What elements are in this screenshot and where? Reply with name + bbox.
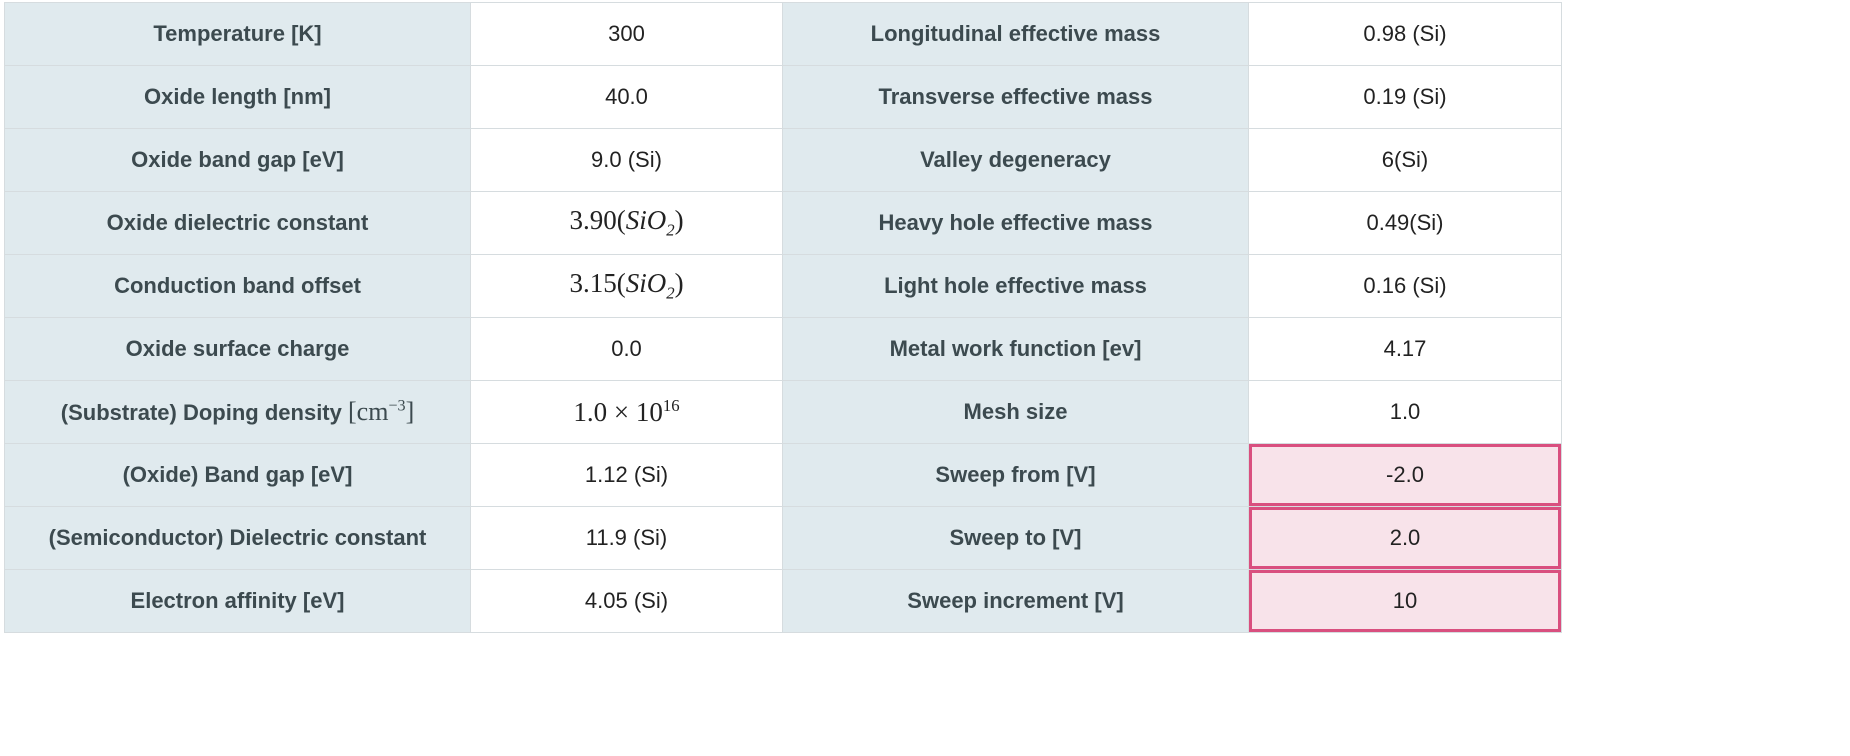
parameter-table: Temperature [K] 300 Longitudinal effecti… bbox=[4, 2, 1562, 633]
light-hole-mass-label: Light hole effective mass bbox=[782, 254, 1249, 318]
conduction-band-offset-material: SiO bbox=[625, 268, 667, 299]
sweep-increment-label: Sweep increment [V] bbox=[782, 569, 1249, 633]
oxide-dielectric-subscript: 2 bbox=[666, 220, 675, 240]
conduction-band-offset-number: 3.15 bbox=[569, 268, 617, 299]
metal-work-function-label: Metal work function [ev] bbox=[782, 317, 1249, 381]
band-gap-value: 1.12 (Si) bbox=[470, 443, 783, 507]
metal-work-function-value: 4.17 bbox=[1248, 317, 1562, 381]
sweep-to-label: Sweep to [V] bbox=[782, 506, 1249, 570]
sweep-from-input[interactable]: -2.0 bbox=[1248, 443, 1562, 507]
table-row: Oxide surface charge 0.0 Metal work func… bbox=[4, 317, 1562, 381]
doping-density-value-exponent: 16 bbox=[662, 396, 680, 415]
oxide-dielectric-close-paren: ) bbox=[674, 205, 684, 236]
oxide-length-label: Oxide length [nm] bbox=[4, 65, 471, 129]
oxide-dielectric-number: 3.90 bbox=[569, 205, 617, 236]
transverse-mass-label: Transverse effective mass bbox=[782, 65, 1249, 129]
oxide-dielectric-label: Oxide dielectric constant bbox=[4, 191, 471, 255]
table-row: Oxide band gap [eV] 9.0 (Si) Valley dege… bbox=[4, 128, 1562, 192]
electron-affinity-label: Electron affinity [eV] bbox=[4, 569, 471, 633]
doping-density-unit-exponent: −3 bbox=[388, 397, 406, 415]
longitudinal-mass-value: 0.98 (Si) bbox=[1248, 2, 1562, 66]
electron-affinity-value: 4.05 (Si) bbox=[470, 569, 783, 633]
doping-density-unit-close: ] bbox=[405, 397, 415, 426]
oxide-length-value: 40.0 bbox=[470, 65, 783, 129]
sweep-from-label: Sweep from [V] bbox=[782, 443, 1249, 507]
light-hole-mass-value: 0.16 (Si) bbox=[1248, 254, 1562, 318]
temperature-label: Temperature [K] bbox=[4, 2, 471, 66]
table-row: Oxide length [nm] 40.0 Transverse effect… bbox=[4, 65, 1562, 129]
table-row: Oxide dielectric constant 3.90(SiO2) Hea… bbox=[4, 191, 1562, 255]
heavy-hole-mass-label: Heavy hole effective mass bbox=[782, 191, 1249, 255]
conduction-band-offset-close-paren: ) bbox=[674, 268, 684, 299]
heavy-hole-mass-value: 0.49(Si) bbox=[1248, 191, 1562, 255]
transverse-mass-value: 0.19 (Si) bbox=[1248, 65, 1562, 129]
valley-degeneracy-label: Valley degeneracy bbox=[782, 128, 1249, 192]
conduction-band-offset-subscript: 2 bbox=[666, 283, 675, 303]
table-row: (Substrate) Doping density [cm−3] 1.0 × … bbox=[4, 380, 1562, 444]
table-row: (Oxide) Band gap [eV] 1.12 (Si) Sweep fr… bbox=[4, 443, 1562, 507]
conduction-band-offset-label: Conduction band offset bbox=[4, 254, 471, 318]
oxide-surface-charge-label: Oxide surface charge bbox=[4, 317, 471, 381]
dielectric-constant-value: 11.9 (Si) bbox=[470, 506, 783, 570]
valley-degeneracy-value: 6(Si) bbox=[1248, 128, 1562, 192]
mesh-size-label: Mesh size bbox=[782, 380, 1249, 444]
oxide-dielectric-open-paren: ( bbox=[616, 205, 626, 236]
dielectric-constant-label: (Semiconductor) Dielectric constant bbox=[4, 506, 471, 570]
temperature-value: 300 bbox=[470, 2, 783, 66]
doping-density-value-base: 1.0 × 10 bbox=[573, 397, 663, 427]
longitudinal-mass-label: Longitudinal effective mass bbox=[782, 2, 1249, 66]
table-row: Conduction band offset 3.15(SiO2) Light … bbox=[4, 254, 1562, 318]
sweep-increment-input[interactable]: 10 bbox=[1248, 569, 1562, 633]
oxide-band-gap-label: Oxide band gap [eV] bbox=[4, 128, 471, 192]
sweep-to-input[interactable]: 2.0 bbox=[1248, 506, 1562, 570]
conduction-band-offset-value: 3.15(SiO2) bbox=[470, 254, 783, 318]
doping-density-label-text: (Substrate) Doping density bbox=[60, 400, 342, 425]
doping-density-label: (Substrate) Doping density [cm−3] bbox=[4, 380, 471, 444]
doping-density-unit: [cm−3] bbox=[348, 397, 414, 426]
oxide-dielectric-material: SiO bbox=[625, 205, 667, 236]
table-row: Electron affinity [eV] 4.05 (Si) Sweep i… bbox=[4, 569, 1562, 633]
doping-density-value: 1.0 × 1016 bbox=[470, 380, 783, 444]
oxide-dielectric-value: 3.90(SiO2) bbox=[470, 191, 783, 255]
mesh-size-value: 1.0 bbox=[1248, 380, 1562, 444]
parameter-table-container: Temperature [K] 300 Longitudinal effecti… bbox=[4, 2, 1562, 633]
conduction-band-offset-open-paren: ( bbox=[616, 268, 626, 299]
oxide-surface-charge-value: 0.0 bbox=[470, 317, 783, 381]
band-gap-label: (Oxide) Band gap [eV] bbox=[4, 443, 471, 507]
table-row: (Semiconductor) Dielectric constant 11.9… bbox=[4, 506, 1562, 570]
table-row: Temperature [K] 300 Longitudinal effecti… bbox=[4, 2, 1562, 66]
doping-density-unit-base: [cm bbox=[348, 397, 389, 426]
oxide-band-gap-value: 9.0 (Si) bbox=[470, 128, 783, 192]
